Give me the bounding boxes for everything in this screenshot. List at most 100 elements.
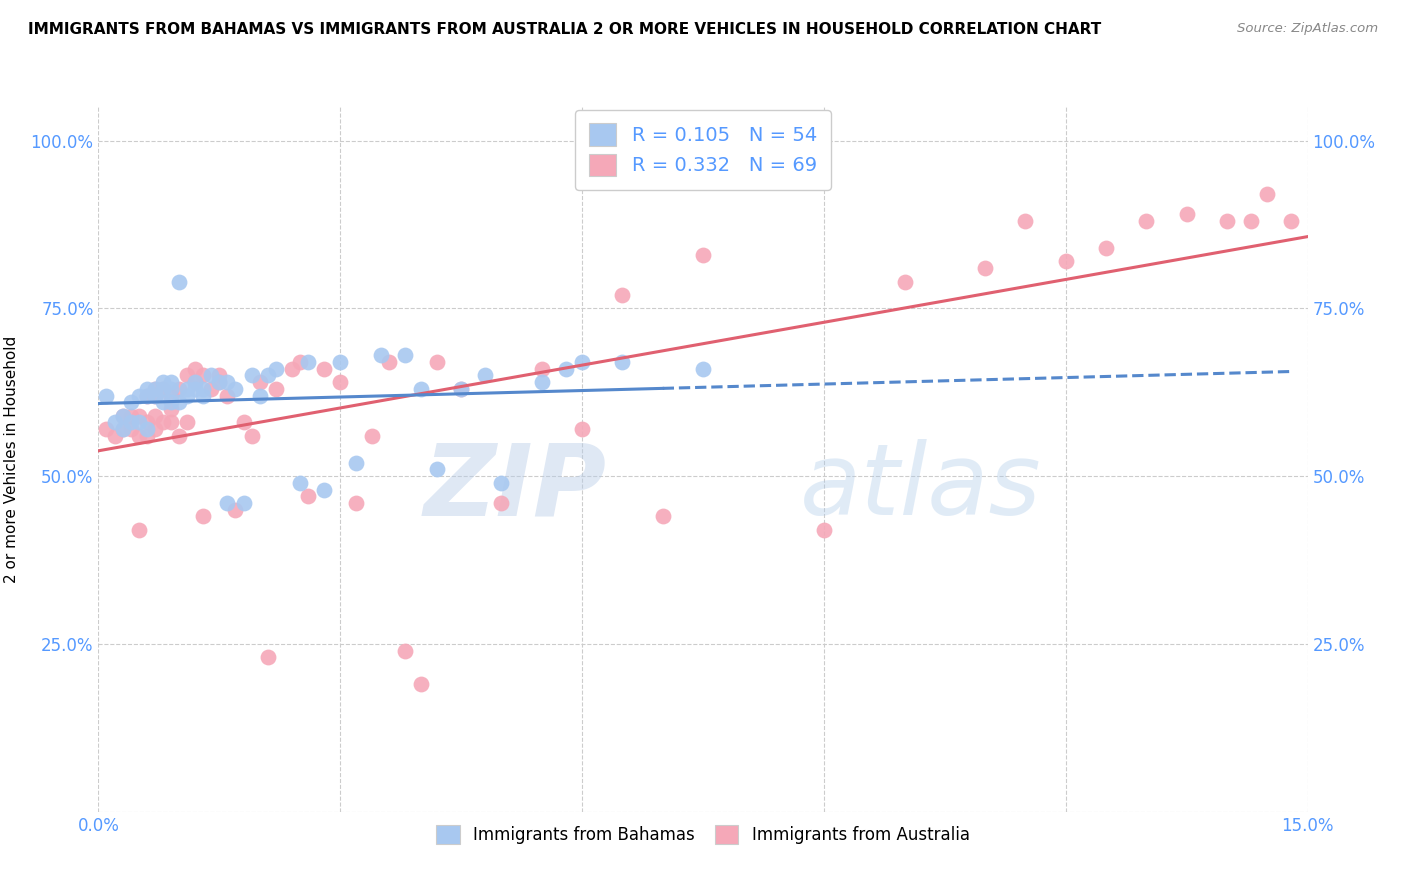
Point: [167, 429, 190, 443]
Point: [491, 496, 513, 510]
Point: [120, 422, 142, 436]
Point: [143, 382, 166, 396]
Point: [208, 375, 231, 389]
Point: [111, 422, 134, 436]
Point: [297, 489, 319, 503]
Point: [240, 429, 263, 443]
Point: [491, 475, 513, 490]
Point: [111, 422, 134, 436]
Point: [530, 361, 553, 376]
Point: [184, 361, 207, 376]
Point: [193, 382, 215, 396]
Point: [135, 389, 157, 403]
Point: [217, 389, 239, 403]
Point: [152, 416, 174, 430]
Point: [193, 509, 215, 524]
Point: [184, 375, 207, 389]
Text: IMMIGRANTS FROM BAHAMAS VS IMMIGRANTS FROM AUSTRALIA 2 OR MORE VEHICLES IN HOUSE: IMMIGRANTS FROM BAHAMAS VS IMMIGRANTS FR…: [28, 22, 1101, 37]
Point: [193, 368, 215, 383]
Point: [1014, 214, 1036, 228]
Point: [160, 382, 183, 396]
Point: [394, 348, 416, 362]
Point: [1281, 214, 1303, 228]
Point: [297, 355, 319, 369]
Point: [530, 375, 553, 389]
Point: [232, 496, 254, 510]
Point: [152, 375, 174, 389]
Point: [612, 288, 634, 302]
Point: [571, 355, 593, 369]
Point: [361, 429, 384, 443]
Point: [249, 375, 271, 389]
Point: [450, 382, 472, 396]
Point: [152, 395, 174, 409]
Point: [1216, 214, 1239, 228]
Point: [176, 389, 198, 403]
Point: [111, 409, 134, 423]
Point: [208, 375, 231, 389]
Point: [426, 462, 449, 476]
Point: [813, 523, 835, 537]
Point: [1240, 214, 1263, 228]
Point: [135, 389, 157, 403]
Point: [314, 483, 336, 497]
Point: [135, 382, 157, 396]
Point: [135, 422, 157, 436]
Point: [128, 429, 150, 443]
Point: [344, 496, 367, 510]
Point: [1095, 241, 1118, 255]
Point: [120, 395, 142, 409]
Point: [143, 382, 166, 396]
Point: [167, 275, 190, 289]
Point: [264, 361, 287, 376]
Point: [1175, 207, 1198, 221]
Point: [240, 368, 263, 383]
Point: [264, 382, 287, 396]
Point: [111, 409, 134, 423]
Point: [167, 382, 190, 396]
Point: [394, 643, 416, 657]
Point: [370, 348, 392, 362]
Point: [167, 395, 190, 409]
Point: [152, 382, 174, 396]
Point: [224, 502, 246, 516]
Point: [176, 382, 198, 396]
Point: [377, 355, 399, 369]
Point: [314, 361, 336, 376]
Text: atlas: atlas: [800, 439, 1042, 536]
Point: [232, 416, 254, 430]
Point: [450, 382, 472, 396]
Point: [184, 375, 207, 389]
Point: [143, 409, 166, 423]
Point: [249, 389, 271, 403]
Point: [143, 422, 166, 436]
Point: [96, 389, 118, 403]
Point: [288, 355, 311, 369]
Point: [256, 650, 278, 665]
Point: [176, 368, 198, 383]
Point: [120, 409, 142, 423]
Point: [224, 382, 246, 396]
Point: [103, 416, 125, 430]
Point: [160, 402, 183, 417]
Legend: Immigrants from Bahamas, Immigrants from Australia: Immigrants from Bahamas, Immigrants from…: [427, 817, 979, 853]
Point: [193, 389, 215, 403]
Point: [692, 248, 714, 262]
Point: [160, 395, 183, 409]
Point: [143, 389, 166, 403]
Point: [1054, 254, 1077, 268]
Point: [256, 368, 278, 383]
Point: [184, 382, 207, 396]
Point: [1256, 187, 1278, 202]
Point: [409, 677, 432, 691]
Point: [288, 475, 311, 490]
Point: [329, 375, 352, 389]
Point: [329, 355, 352, 369]
Y-axis label: 2 or more Vehicles in Household: 2 or more Vehicles in Household: [4, 335, 20, 583]
Point: [128, 416, 150, 430]
Point: [103, 429, 125, 443]
Point: [217, 375, 239, 389]
Point: [160, 375, 183, 389]
Point: [409, 382, 432, 396]
Point: [651, 509, 673, 524]
